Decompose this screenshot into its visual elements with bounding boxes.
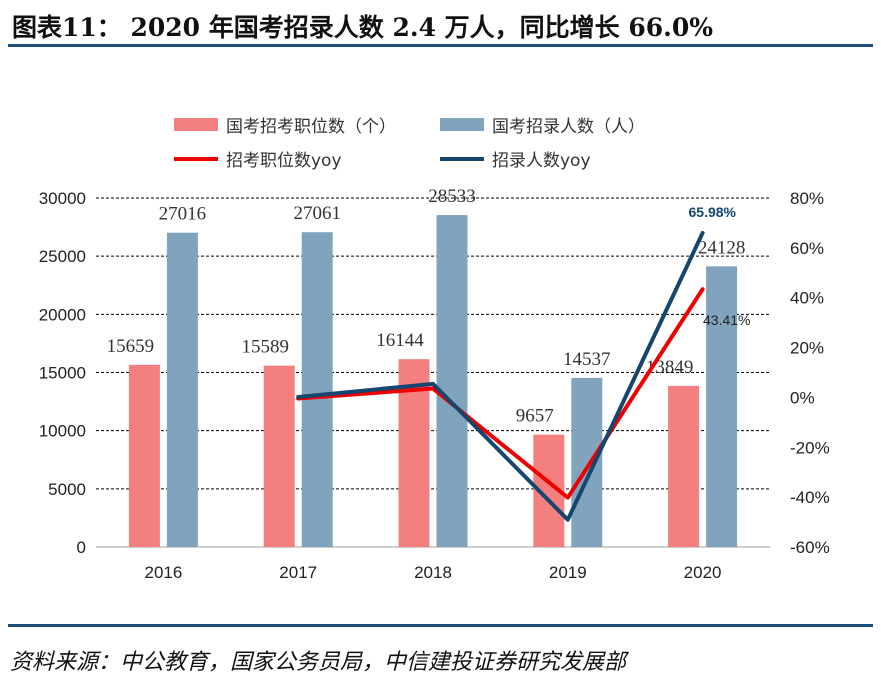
bar-posts [668,385,700,547]
bar-hires [436,215,468,547]
right-axis-tick-label: 60% [790,239,824,258]
right-axis-tick-label: -20% [790,438,830,457]
source-rule [8,624,873,627]
legend-label: 招录人数yoy [492,151,591,171]
bar-data-label: 15589 [241,337,289,358]
title-rule [8,44,873,47]
bar-data-label: 14537 [563,349,611,370]
left-axis-tick-label: 20000 [39,305,86,324]
left-axis-tick-label: 15000 [39,364,86,383]
hires-yoy-line [296,230,705,522]
bar-hires [301,232,333,547]
source-note: 资料来源：中公教育，国家公务员局，中信建投证券研究发展部 [10,650,627,675]
bar-data-label: 24128 [698,237,746,258]
bar-data-label: 16144 [376,330,424,351]
right-axis-tick-label: -60% [790,538,830,557]
left-axis-tick-label: 25000 [39,247,86,266]
right-axis-tick-label: 40% [790,289,824,308]
right-axis-tick-label: 20% [790,339,824,358]
legend-label: 国考招录人数（人） [492,117,645,137]
left-axis-tick-label: 5000 [48,480,86,499]
bar-posts [263,365,295,547]
posts-yoy-data-label: 43.41% [703,312,750,328]
legend-swatch [440,118,484,131]
left-axis-tick-label: 10000 [39,422,86,441]
bar-data-label: 15659 [107,336,155,357]
bar-data-label: 9657 [516,406,554,427]
right-axis-tick-label: 0% [790,388,815,407]
posts-yoy-line [296,287,705,500]
legend-label: 国考招考职位数（个） [226,117,396,137]
bar-hires [571,377,603,547]
hires-yoy-data-label: 65.98% [689,204,737,220]
legend-swatch [174,118,218,131]
bar-data-label: 27016 [159,204,207,225]
right-axis-tick-label: 80% [790,189,824,208]
legend-label: 招考职位数yoy [226,151,342,171]
bar-data-label: 27061 [293,203,341,224]
bar-data-label: 28533 [428,186,476,207]
left-axis-tick-label: 0 [77,538,86,557]
left-axis-tick-label: 30000 [39,189,86,208]
x-axis-tick-label: 2020 [684,563,722,582]
bar-hires [706,266,738,547]
bar-hires [166,232,198,547]
x-axis-tick-label: 2017 [279,563,317,582]
x-axis-tick-label: 2016 [144,563,182,582]
x-axis-tick-label: 2018 [414,563,452,582]
bar-posts [128,364,160,547]
right-axis-tick-label: -40% [790,488,830,507]
chart: 0 5000 10000 15000 20000 25000 30000 -60% -40% -2… [39,117,830,582]
chart-title: 图表11： 2020 年国考招录人数 2.4 万人，同比增长 66.0% [12,13,714,42]
x-axis-tick-label: 2019 [549,563,587,582]
